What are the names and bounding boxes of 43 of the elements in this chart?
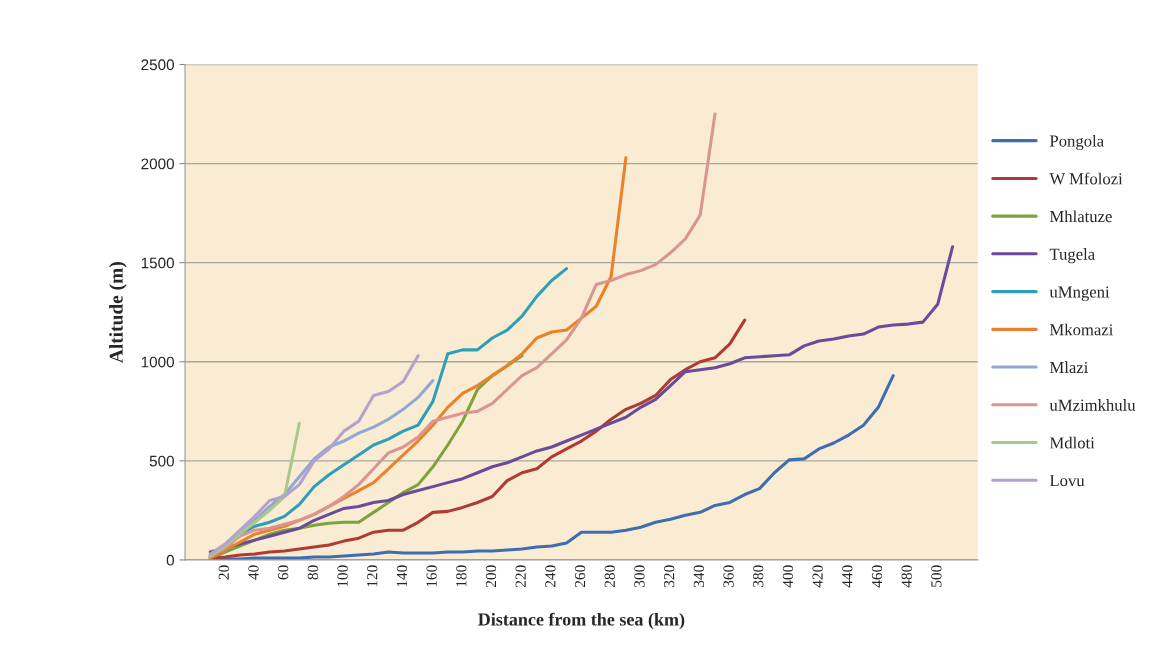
x-axis-title: Distance from the sea (km) [478, 612, 685, 630]
legend-label: Mkomazi [1049, 323, 1114, 336]
x-tick-label: 160 [426, 565, 437, 587]
x-tick-label: 20 [218, 565, 229, 580]
x-tick-label: 240 [545, 565, 556, 588]
x-tick-label: 460 [871, 565, 883, 588]
y-tick-label: 1500 [141, 257, 175, 269]
legend-label: Mhlatuze [1049, 210, 1112, 223]
x-tick-label: 380 [753, 565, 764, 587]
x-tick-label: 300 [634, 565, 645, 587]
x-tick-label: 180 [456, 565, 467, 587]
x-tick-label: 320 [663, 565, 675, 587]
x-tick-label: 420 [812, 565, 823, 588]
legend-label: uMngeni [1049, 286, 1110, 302]
legend-label: Pongola [1049, 134, 1104, 151]
x-tick-label: 340 [693, 565, 704, 587]
legend-label: W Mfolozi [1049, 172, 1123, 185]
x-tick-label: 200 [485, 565, 497, 588]
y-tick-label: 2000 [141, 158, 175, 170]
x-tick-label: 500 [931, 565, 942, 587]
legend-label: uMzimkhulu [1049, 399, 1136, 411]
x-tick-label: 400 [782, 565, 794, 588]
x-tick-label: 60 [278, 565, 289, 580]
x-tick-label: 40 [248, 565, 259, 580]
legend-label: Lovu [1049, 475, 1085, 487]
y-tick-label: 0 [166, 554, 174, 566]
y-tick-label: 500 [149, 455, 175, 467]
x-tick-label: 100 [337, 565, 348, 587]
y-tick-label: 2500 [141, 59, 175, 71]
legend-label: Tugela [1049, 248, 1095, 264]
x-tick-label: 440 [842, 565, 853, 588]
legend-label: Mlazi [1049, 361, 1089, 374]
x-tick-label: 120 [367, 565, 378, 587]
legend-label: Mdloti [1049, 436, 1095, 449]
x-tick-label: 360 [723, 565, 734, 587]
x-tick-label: 80 [307, 565, 318, 580]
x-tick-label: 140 [396, 565, 408, 587]
x-tick-label: 480 [901, 565, 912, 588]
x-tick-label: 220 [515, 565, 526, 588]
y-tick-label: 1000 [141, 356, 175, 368]
x-tick-label: 260 [574, 565, 586, 588]
x-tick-label: 280 [604, 565, 615, 588]
y-axis-title: Altitude (m) [109, 262, 127, 364]
